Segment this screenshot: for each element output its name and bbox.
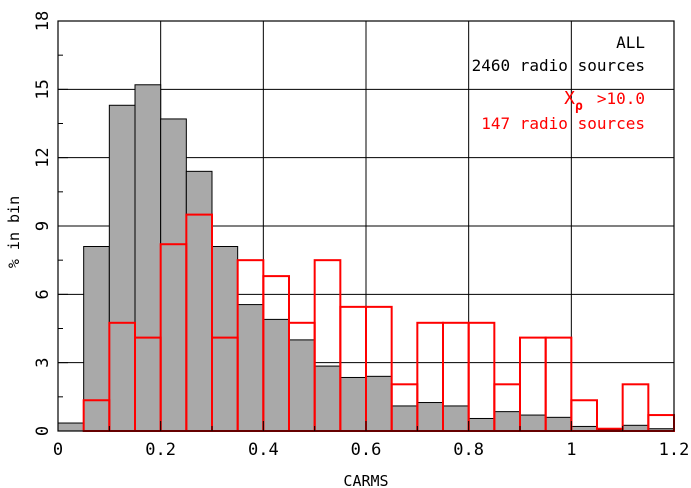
legend-subset-threshold: Xρ >10.0: [564, 88, 645, 114]
all-sources-bar: [416, 402, 444, 432]
x-tick-label: 0: [53, 440, 63, 460]
all-sources-bar: [365, 375, 393, 432]
legend-subset-subscript: ρ: [575, 99, 583, 114]
all-sources-bar: [442, 405, 470, 432]
all-sources-bar: [262, 318, 290, 432]
y-tick-label: 9: [33, 221, 53, 231]
all-sources-bar: [288, 339, 316, 432]
y-tick-label: 6: [33, 289, 53, 299]
legend: ALL 2460 radio sources Xρ >10.0 147 radio…: [472, 33, 645, 133]
x-tick-label: 1.2: [659, 440, 690, 460]
all-sources-bar: [108, 104, 136, 432]
x-tick-label: 0.2: [145, 440, 176, 460]
all-sources-bar: [314, 365, 341, 432]
y-tick-label: 3: [33, 358, 53, 368]
all-sources-bar: [391, 405, 418, 432]
x-tick-label: 0.4: [248, 440, 279, 460]
subset-sources-bar: [467, 321, 496, 432]
x-tick-label: 0.6: [351, 440, 382, 460]
legend-subset-count: 147 radio sources: [481, 114, 645, 133]
all-sources-bar: [83, 246, 110, 432]
all-sources-bar: [211, 246, 239, 432]
x-axis-ticks: 0 0.2 0.4 0.6 0.8 1 1.2: [53, 421, 689, 460]
all-sources-bar: [545, 416, 572, 432]
legend-subset-symbol: X: [564, 88, 575, 109]
all-sources-bar: [237, 304, 264, 432]
x-axis-label: CARMS: [343, 472, 388, 488]
all-sources-bar: [134, 84, 162, 432]
legend-subset-value: >10.0: [597, 89, 645, 108]
all-sources-bar: [57, 422, 85, 432]
y-tick-label: 15: [33, 79, 53, 99]
legend-all-count: 2460 radio sources: [472, 56, 645, 75]
all-sources-bar: [160, 118, 187, 432]
y-axis-label: % in bin: [5, 196, 23, 268]
all-sources-bar: [185, 170, 213, 432]
all-sources-bar: [493, 411, 521, 432]
y-tick-label: 0: [33, 426, 53, 436]
y-tick-label: 18: [33, 11, 53, 31]
all-sources-bar: [468, 417, 495, 432]
x-tick-label: 0.8: [453, 440, 484, 460]
subset-sources-bar: [621, 383, 650, 432]
x-tick-label: 1: [566, 440, 576, 460]
y-tick-label: 12: [33, 147, 53, 167]
all-sources-bar: [519, 414, 547, 432]
all-sources-bar: [339, 376, 367, 432]
y-axis-ticks: 0 3 6 9 12 15 18: [33, 11, 68, 436]
legend-all-label: ALL: [616, 33, 645, 52]
